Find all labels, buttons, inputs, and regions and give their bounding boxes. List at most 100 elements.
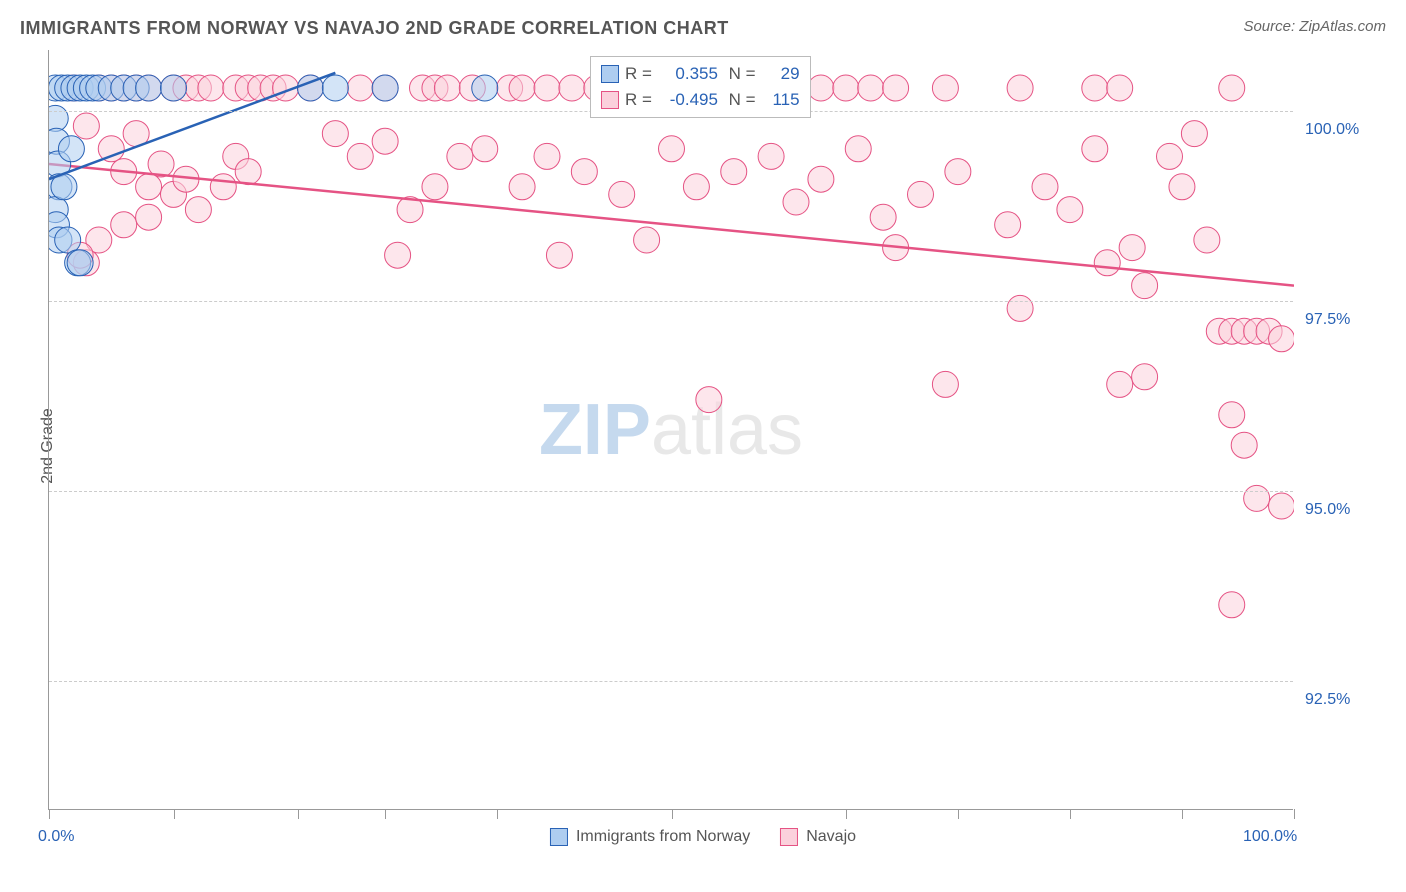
data-point [1094, 250, 1120, 276]
data-point [696, 387, 722, 413]
data-point [659, 136, 685, 162]
correlation-legend: R = 0.355 N = 29 R = -0.495 N = 115 [590, 56, 811, 118]
norway-label: Immigrants from Norway [576, 828, 750, 846]
y-tick-label: 95.0% [1305, 501, 1350, 519]
data-point [1219, 75, 1245, 101]
data-point [1169, 174, 1195, 200]
data-point [534, 143, 560, 169]
data-point [1194, 227, 1220, 253]
data-point [571, 159, 597, 185]
data-point [111, 212, 137, 238]
data-point [783, 189, 809, 215]
legend-row-norway: R = 0.355 N = 29 [601, 61, 800, 87]
data-point [1269, 493, 1294, 519]
series-legend: Immigrants from Norway Navajo [550, 828, 856, 846]
data-point [136, 75, 162, 101]
data-point [534, 75, 560, 101]
r-label: R = [625, 90, 652, 110]
plot-area: ZIPatlas [48, 50, 1293, 810]
x-tick-label: 100.0% [1243, 828, 1297, 846]
data-point [1007, 75, 1033, 101]
data-point [1032, 174, 1058, 200]
data-point [1007, 295, 1033, 321]
data-point [73, 113, 99, 139]
trend-line [49, 164, 1294, 286]
navajo-swatch-icon [601, 91, 619, 109]
data-point [758, 143, 784, 169]
data-point [322, 121, 348, 147]
data-point [1132, 364, 1158, 390]
data-point [1107, 371, 1133, 397]
navajo-n-value: 115 [762, 90, 800, 110]
r-label: R = [625, 64, 652, 84]
data-point [372, 75, 398, 101]
data-point [932, 371, 958, 397]
navajo-label: Navajo [806, 828, 856, 846]
norway-swatch-icon [550, 828, 568, 846]
legend-item-norway: Immigrants from Norway [550, 828, 750, 846]
data-point [1219, 592, 1245, 618]
y-tick-label: 92.5% [1305, 691, 1350, 709]
data-point [808, 166, 834, 192]
data-point [683, 174, 709, 200]
data-point [1057, 197, 1083, 223]
data-point [185, 197, 211, 223]
data-point [858, 75, 884, 101]
data-point [1244, 485, 1270, 511]
data-point [509, 75, 535, 101]
data-point [845, 136, 871, 162]
navajo-swatch-icon [780, 828, 798, 846]
data-point [1132, 273, 1158, 299]
data-point [1269, 326, 1294, 352]
data-point [1082, 75, 1108, 101]
data-point [422, 174, 448, 200]
norway-swatch-icon [601, 65, 619, 83]
data-point [559, 75, 585, 101]
chart-title: IMMIGRANTS FROM NORWAY VS NAVAJO 2ND GRA… [20, 18, 729, 39]
data-point [136, 174, 162, 200]
data-point [49, 105, 68, 131]
data-point [372, 128, 398, 154]
data-point [995, 212, 1021, 238]
n-label: N = [724, 64, 756, 84]
source-label: Source: ZipAtlas.com [1243, 18, 1386, 35]
data-point [908, 181, 934, 207]
x-tick-label: 0.0% [38, 828, 74, 846]
data-point [472, 75, 498, 101]
data-point [161, 75, 187, 101]
navajo-r-value: -0.495 [658, 90, 718, 110]
data-point [945, 159, 971, 185]
data-point [808, 75, 834, 101]
n-label: N = [724, 90, 756, 110]
data-point [1231, 432, 1257, 458]
data-point [721, 159, 747, 185]
data-point [609, 181, 635, 207]
data-point [932, 75, 958, 101]
data-point [634, 227, 660, 253]
y-tick-label: 97.5% [1305, 311, 1350, 329]
data-point [1219, 402, 1245, 428]
data-point [833, 75, 859, 101]
data-point [472, 136, 498, 162]
data-point [870, 204, 896, 230]
data-point [136, 204, 162, 230]
data-point [1082, 136, 1108, 162]
data-point [385, 242, 411, 268]
data-point [1107, 75, 1133, 101]
data-point [210, 174, 236, 200]
data-point [198, 75, 224, 101]
chart-container: IMMIGRANTS FROM NORWAY VS NAVAJO 2ND GRA… [0, 0, 1406, 892]
data-point [434, 75, 460, 101]
legend-row-navajo: R = -0.495 N = 115 [601, 87, 800, 113]
legend-item-navajo: Navajo [780, 828, 856, 846]
data-point [1119, 235, 1145, 261]
plot-svg [49, 50, 1294, 810]
data-point [447, 143, 473, 169]
data-point [509, 174, 535, 200]
norway-r-value: 0.355 [658, 64, 718, 84]
data-point [883, 75, 909, 101]
data-point [235, 159, 261, 185]
data-point [58, 136, 84, 162]
data-point [347, 143, 373, 169]
data-point [1181, 121, 1207, 147]
